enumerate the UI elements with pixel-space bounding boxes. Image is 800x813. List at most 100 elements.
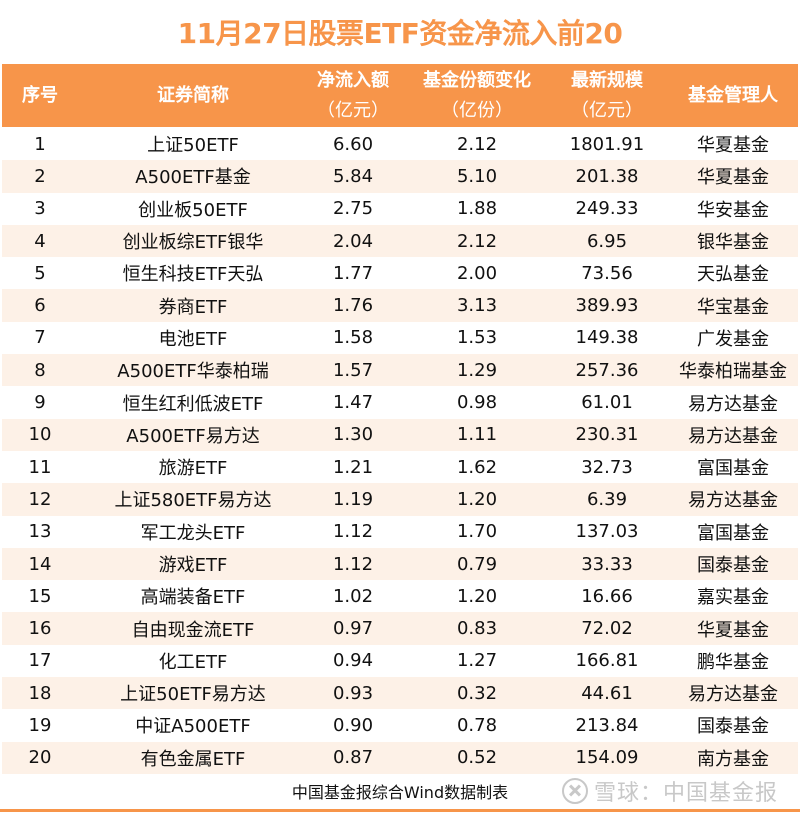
latest-size-cell: 73.56 [581, 262, 633, 284]
security-name-cell: 有色金属ETF [140, 748, 246, 770]
latest-size-cell: 6.95 [586, 230, 628, 252]
rank-cell: 18 [28, 682, 52, 704]
security-name-cell: 化工ETF [158, 651, 228, 673]
watermark: 雪球：中国基金报 [562, 773, 778, 809]
net-inflow-cell: 1.21 [332, 456, 374, 478]
header-unit: （亿元） [317, 99, 389, 121]
snowball-logo-icon [562, 778, 588, 804]
security-name-cell: 旅游ETF [158, 458, 228, 480]
fund-manager-cell: 富国基金 [697, 458, 769, 480]
net-inflow-cell: 2.75 [332, 198, 374, 220]
security-name-cell: 创业板综ETF银华 [122, 232, 264, 254]
rank-cell: 17 [28, 650, 52, 672]
share-change-cell: 1.70 [456, 521, 498, 543]
data-source-note: 中国基金报综合Wind数据制表 [291, 783, 509, 802]
net-inflow-cell: 1.02 [332, 585, 374, 607]
table-row: 2 A500ETF基金 5.84 5.10 201.38 华夏基金 [2, 160, 798, 193]
rank-cell: 2 [34, 165, 46, 187]
fund-manager-cell: 易方达基金 [688, 490, 778, 512]
header-unit: （亿份） [441, 99, 513, 121]
header-rank: 序号 [2, 64, 78, 127]
net-inflow-cell: 0.87 [332, 747, 374, 769]
rank-cell: 12 [28, 488, 52, 510]
net-inflow-cell: 0.93 [332, 682, 374, 704]
security-name-cell: 创业板50ETF [138, 199, 248, 221]
table-header: 序号 证券简称 净流入额 （亿元） 基金份额变化 （亿份） 最新规模 （亿元） 基金管理人 [2, 64, 798, 127]
table-row: 10 A500ETF易方达 1.30 1.11 230.31 易方达基金 [2, 418, 798, 451]
table-row: 11 旅游ETF 1.21 1.62 32.73 富国基金 [2, 451, 798, 483]
net-inflow-cell: 6.60 [332, 133, 374, 155]
header-label: 证券简称 [157, 84, 229, 106]
security-name-cell: 自由现金流ETF [131, 619, 255, 641]
header-label: 最新规模 [571, 69, 643, 91]
fund-manager-cell: 南方基金 [697, 748, 769, 770]
header-share-change: 基金份额变化 （亿份） [412, 64, 542, 127]
fund-manager-cell: 嘉实基金 [697, 587, 769, 609]
latest-size-cell: 257.36 [575, 359, 639, 381]
share-change-cell: 0.98 [456, 392, 498, 414]
rank-cell: 11 [28, 456, 52, 478]
share-change-cell: 2.00 [456, 262, 498, 284]
net-inflow-cell: 0.97 [332, 618, 374, 640]
header-security-name: 证券简称 [78, 64, 308, 127]
security-name-cell: A500ETF易方达 [126, 425, 260, 447]
rank-cell: 7 [34, 327, 46, 349]
table-row: 20 有色金属ETF 0.87 0.52 154.09 南方基金 [2, 741, 798, 774]
latest-size-cell: 249.33 [575, 198, 639, 220]
security-name-cell: 高端装备ETF [140, 587, 246, 609]
fund-manager-cell: 易方达基金 [688, 425, 778, 447]
table-row: 19 中证A500ETF 0.90 0.78 213.84 国泰基金 [2, 709, 798, 741]
rank-cell: 9 [34, 392, 46, 414]
rank-cell: 4 [34, 230, 46, 252]
net-inflow-cell: 1.58 [332, 327, 374, 349]
rank-cell: 16 [28, 618, 52, 640]
share-change-cell: 0.78 [456, 714, 498, 736]
share-change-cell: 1.29 [456, 359, 498, 381]
share-change-cell: 1.88 [456, 198, 498, 220]
net-inflow-cell: 1.30 [332, 424, 374, 446]
rank-cell: 19 [28, 714, 52, 736]
fund-manager-cell: 易方达基金 [688, 393, 778, 415]
rank-cell: 1 [34, 133, 46, 155]
fund-manager-cell: 华夏基金 [697, 619, 769, 641]
watermark-text: 雪球：中国基金报 [594, 781, 779, 806]
share-change-cell: 0.52 [456, 747, 498, 769]
latest-size-cell: 32.73 [581, 456, 633, 478]
share-change-cell: 1.27 [456, 650, 498, 672]
security-name-cell: 军工龙头ETF [140, 522, 246, 544]
table-row: 6 券商ETF 1.76 3.13 389.93 华宝基金 [2, 289, 798, 322]
security-name-cell: 上证580ETF易方达 [114, 490, 272, 512]
share-change-cell: 3.13 [456, 295, 498, 317]
table-row: 3 创业板50ETF 2.75 1.88 249.33 华安基金 [2, 193, 798, 225]
header-label: 净流入额 [317, 69, 389, 91]
net-inflow-cell: 1.47 [332, 392, 374, 414]
latest-size-cell: 166.81 [575, 650, 639, 672]
header-label: 基金份额变化 [423, 69, 531, 91]
fund-manager-cell: 易方达基金 [688, 684, 778, 706]
share-change-cell: 1.62 [456, 456, 498, 478]
share-change-cell: 5.10 [456, 165, 498, 187]
security-name-cell: A500ETF基金 [135, 167, 251, 189]
net-inflow-cell: 2.04 [332, 230, 374, 252]
security-name-cell: 上证50ETF易方达 [120, 684, 266, 706]
net-inflow-cell: 1.57 [332, 359, 374, 381]
rank-cell: 5 [34, 262, 46, 284]
latest-size-cell: 230.31 [575, 424, 639, 446]
rank-cell: 3 [34, 198, 46, 220]
fund-manager-cell: 华夏基金 [697, 167, 769, 189]
latest-size-cell: 137.03 [575, 521, 639, 543]
latest-size-cell: 6.39 [586, 488, 628, 510]
net-inflow-cell: 1.12 [332, 521, 374, 543]
latest-size-cell: 201.38 [575, 165, 639, 187]
table-row: 16 自由现金流ETF 0.97 0.83 72.02 华夏基金 [2, 612, 798, 645]
security-name-cell: A500ETF华泰柏瑞 [117, 361, 269, 383]
net-inflow-cell: 1.19 [332, 488, 374, 510]
header-fund-manager: 基金管理人 [668, 64, 798, 127]
fund-manager-cell: 富国基金 [697, 522, 769, 544]
share-change-cell: 2.12 [456, 133, 498, 155]
rank-cell: 13 [28, 521, 52, 543]
latest-size-cell: 213.84 [575, 714, 639, 736]
security-name-cell: 中证A500ETF [135, 716, 251, 738]
table-row: 4 创业板综ETF银华 2.04 2.12 6.95 银华基金 [2, 224, 798, 258]
security-name-cell: 恒生科技ETF天弘 [122, 264, 264, 286]
